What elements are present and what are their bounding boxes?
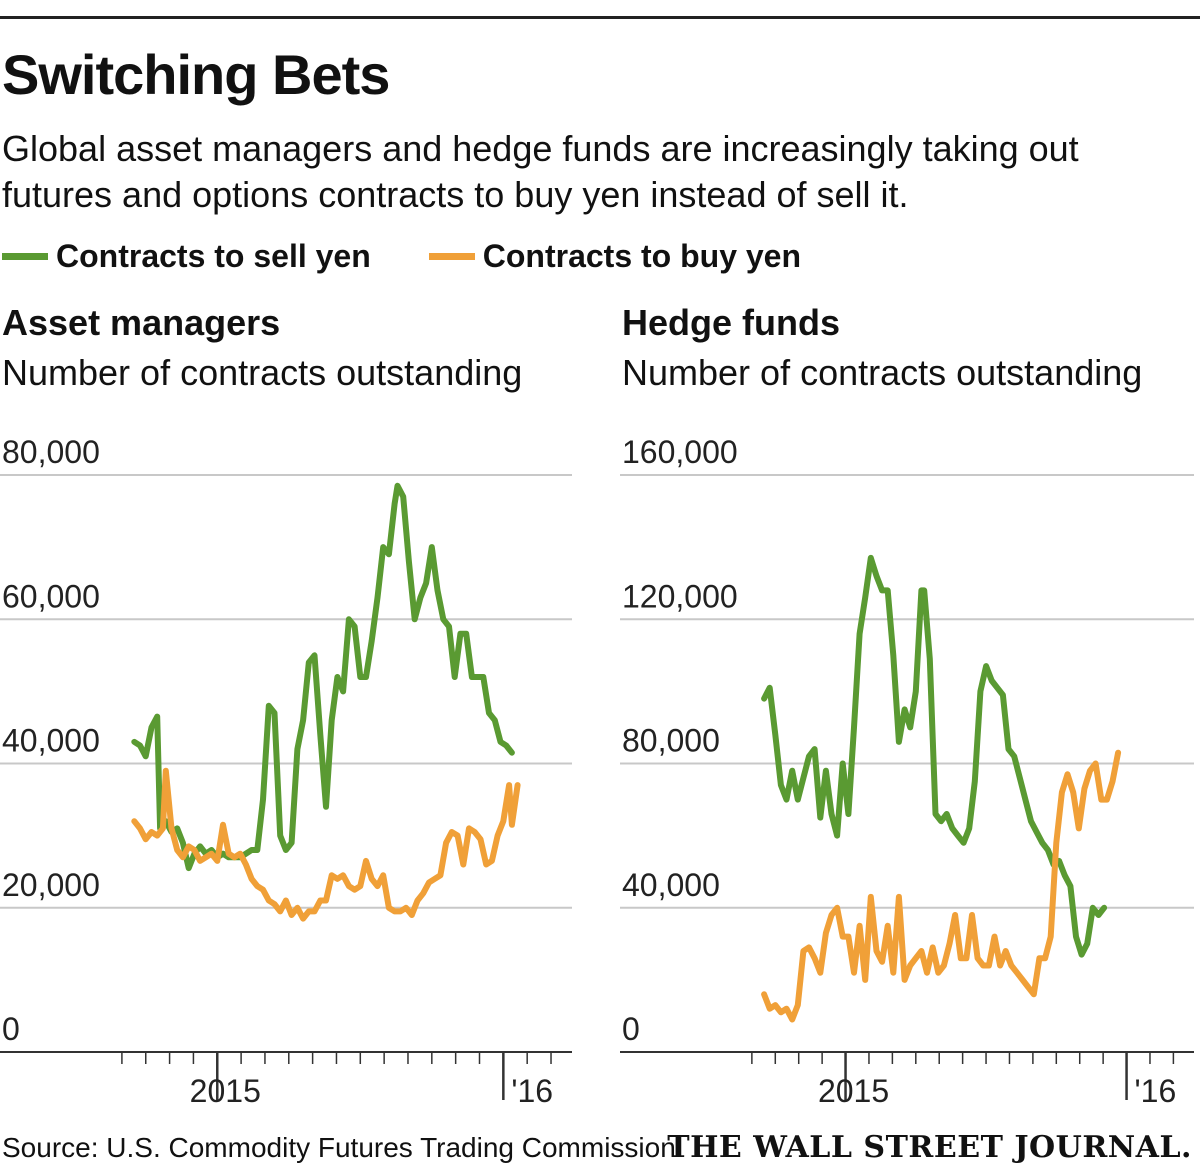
y-tick-label-hedge-funds-2: 80,000	[622, 723, 720, 759]
legend-item-sell: Contracts to sell yen	[2, 238, 371, 275]
series-line-asset-managers-sell	[131, 482, 515, 872]
legend-swatch-sell	[2, 252, 48, 260]
panel-subtitle-hedge-funds: Number of contracts outstanding	[622, 352, 1143, 393]
y-tick-label-asset-managers-2: 40,000	[2, 723, 100, 759]
x-tick-label-asset-managers-0: 2015	[190, 1073, 261, 1109]
publisher-logo: THE WALL STREET JOURNAL.	[667, 1130, 1192, 1165]
panel-title-hedge-funds: Hedge funds	[622, 302, 841, 343]
top-rule	[0, 16, 1200, 19]
legend: Contracts to sell yen Contracts to buy y…	[2, 236, 859, 276]
source-note: Source: U.S. Commodity Futures Trading C…	[2, 1132, 676, 1163]
chart-subtitle: Global asset managers and hedge funds ar…	[2, 128, 1079, 215]
panel-title-asset-managers: Asset managers	[2, 302, 281, 343]
x-tick-label-asset-managers-1: '16	[511, 1073, 553, 1109]
y-tick-label-asset-managers-4: 80,000	[2, 434, 100, 470]
series-line-asset-managers-buy	[131, 767, 521, 922]
y-tick-label-asset-managers-0: 0	[2, 1011, 20, 1047]
x-tick-label-hedge-funds-0: 2015	[818, 1073, 889, 1109]
charts-area: 0 20,000 40,000 60,000 80,000 2015 '16 0 40,000 8…	[0, 434, 1194, 1109]
legend-label-sell: Contracts to sell yen	[56, 237, 371, 274]
series-line-hedge-funds-buy	[761, 749, 1122, 1023]
legend-swatch-buy	[428, 252, 475, 260]
y-tick-label-hedge-funds-0: 0	[622, 1011, 640, 1047]
series-line-hedge-funds-sell	[761, 554, 1108, 958]
y-tick-label-asset-managers-1: 20,000	[2, 867, 100, 903]
legend-label-buy: Contracts to buy yen	[482, 237, 802, 274]
y-tick-label-asset-managers-3: 60,000	[2, 578, 100, 614]
y-tick-label-hedge-funds-3: 120,000	[622, 578, 738, 614]
x-tick-label-hedge-funds-1: '16	[1135, 1073, 1177, 1109]
y-tick-label-hedge-funds-4: 160,000	[622, 434, 738, 470]
legend-item-buy: Contracts to buy yen	[428, 237, 802, 275]
panel-subtitle-asset-managers: Number of contracts outstanding	[2, 352, 523, 393]
chart-title: Switching Bets	[2, 43, 390, 106]
y-tick-label-hedge-funds-1: 40,000	[622, 867, 720, 903]
